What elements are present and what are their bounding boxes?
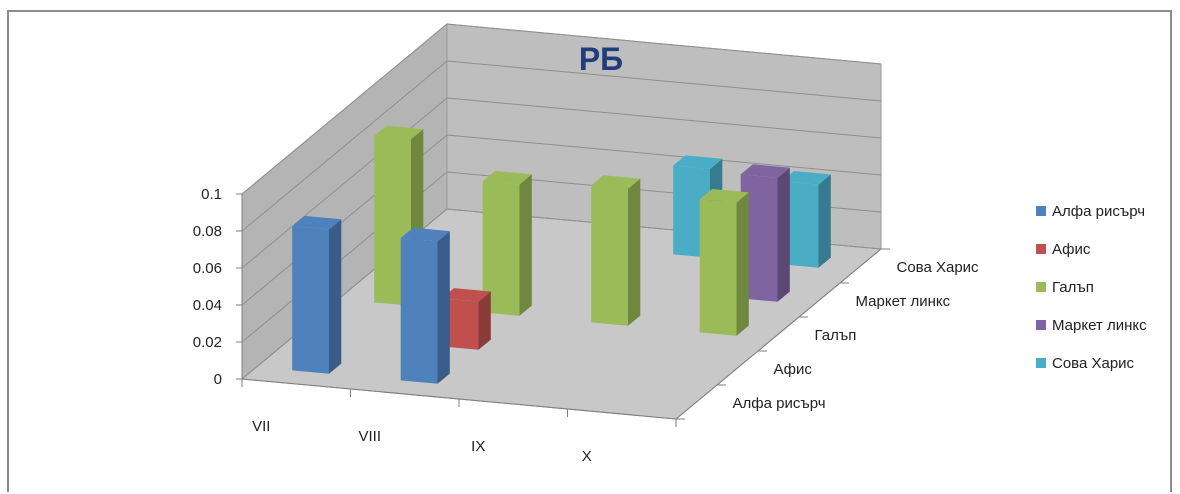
bar-front-face [441, 298, 479, 350]
chart-legend: Алфа рисърч Афис Галъп Маркет линкс Сова Хар… [1036, 203, 1147, 372]
legend-item: Сова Харис [1036, 355, 1135, 372]
bar-1-1 [441, 288, 491, 350]
bar-3-4 [781, 171, 831, 268]
legend-label: Галъп [1052, 279, 1094, 296]
bar-side-face [736, 192, 749, 336]
chart-bars [292, 125, 831, 384]
legend-item: Алфа рисърч [1036, 203, 1145, 220]
bar-1-2 [482, 170, 532, 316]
bar-1-0 [400, 227, 450, 384]
x-tick-label: X [582, 448, 592, 465]
chart-svg: 0 0.02 0.04 0.06 0.08 0.1 VII VIII IX X Алфа рисър… [193, 22, 1147, 465]
bar-top-face [441, 288, 491, 302]
bar-side-face [478, 291, 491, 350]
bar-front-face [699, 199, 737, 336]
x-tick-label: VII [252, 418, 270, 435]
legend-swatch [1036, 358, 1046, 368]
bar-top-face [673, 155, 723, 169]
legend-item: Маркет линкс [1036, 317, 1147, 334]
legend-swatch [1036, 244, 1046, 254]
bar-3-2 [699, 189, 749, 336]
bar-front-face [482, 181, 520, 316]
bar-top-face [699, 189, 749, 203]
y-tick-label: 0 [214, 371, 222, 388]
depth-axis-line [675, 248, 882, 420]
depth-tick-label: Маркет линкс [856, 293, 951, 310]
bar-front-face [400, 238, 438, 384]
chart-frame: 0 0.02 0.04 0.06 0.08 0.1 VII VIII IX X Алфа рисър… [7, 10, 1172, 492]
legend-item: Галъп [1036, 279, 1094, 296]
gridline [241, 60, 882, 232]
legend-swatch [1036, 320, 1046, 330]
bar-front-face [591, 185, 628, 326]
bar-front-face [292, 226, 329, 374]
bar-3-3 [740, 164, 790, 302]
bar-side-face [437, 231, 450, 384]
bar-top-face [781, 171, 831, 185]
bar-front-face [740, 174, 778, 302]
bar-2-2 [591, 175, 641, 326]
bar-top-face [740, 164, 790, 178]
bar-side-face [818, 174, 831, 268]
y-tick-label: 0.1 [201, 186, 222, 203]
depth-tick-label: Афис [774, 361, 813, 378]
bar-top-face [482, 170, 532, 185]
legend-item: Афис [1036, 241, 1091, 258]
bar-top-face [292, 215, 342, 230]
bar-side-face [329, 219, 342, 374]
legend-label: Алфа рисърч [1052, 203, 1145, 220]
gridline [241, 23, 882, 195]
depth-tick-label: Алфа рисърч [733, 395, 826, 412]
gridline [241, 97, 882, 269]
bar-side-face [519, 174, 532, 316]
chart-axes: 0 0.02 0.04 0.06 0.08 0.1 VII VIII IX X Алфа рисър… [193, 186, 979, 465]
y-tick-label: 0.04 [193, 297, 222, 314]
depth-tick-label: Галъп [815, 327, 857, 344]
legend-label: Маркет линкс [1052, 317, 1147, 334]
bar-side-face [777, 167, 790, 302]
x-tick-label: VIII [358, 428, 381, 445]
bar-side-face [628, 178, 641, 326]
bar-0-0 [292, 215, 342, 374]
bar-top-face [374, 125, 424, 140]
legend-swatch [1036, 206, 1046, 216]
chart-title: РБ [579, 41, 623, 77]
legend-label: Сова Харис [1052, 355, 1135, 372]
legend-label: Афис [1052, 241, 1091, 258]
y-tick-label: 0.06 [193, 260, 222, 277]
bar-top-face [400, 227, 450, 242]
x-tick-label: IX [471, 438, 485, 455]
y-tick-label: 0.02 [193, 334, 222, 351]
bar-front-face [781, 181, 819, 268]
bar-top-face [591, 175, 641, 189]
legend-swatch [1036, 282, 1046, 292]
y-tick-label: 0.08 [193, 223, 222, 240]
depth-tick-label: Сова Харис [897, 259, 980, 276]
